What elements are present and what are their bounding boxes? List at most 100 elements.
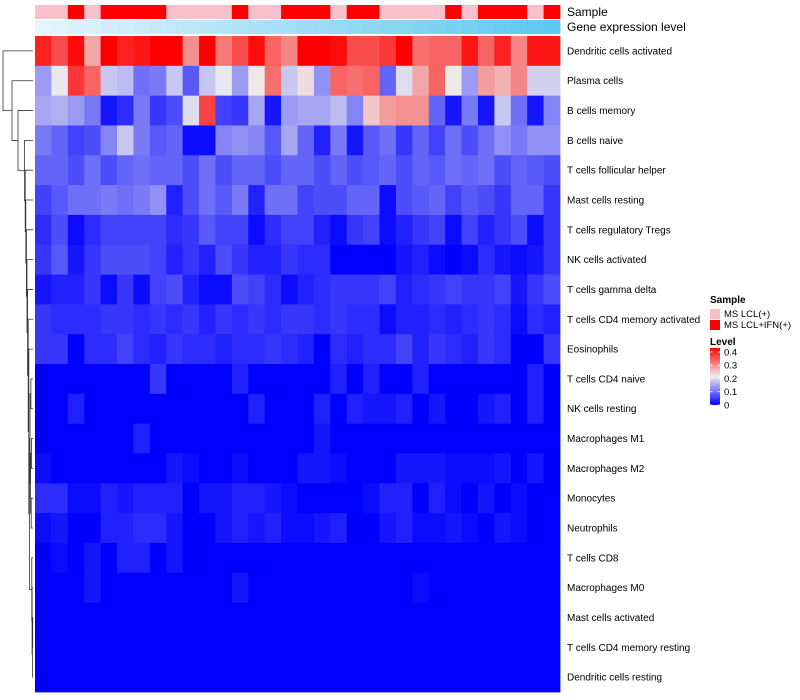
heatmap-cell (100, 423, 118, 454)
heatmap-cell (281, 214, 298, 246)
heatmap-cell (67, 364, 85, 395)
sample-annotation-cell (248, 5, 266, 19)
sample-annotation-cell (149, 5, 167, 19)
heatmap-cell (346, 65, 364, 97)
heatmap-cell (264, 393, 282, 425)
heatmap-cell (281, 95, 298, 126)
heatmap-cell (330, 36, 348, 67)
heatmap-cell (248, 155, 266, 186)
heatmap-cell (412, 155, 430, 186)
heatmap-cell (477, 304, 495, 335)
heatmap-cell (84, 125, 102, 156)
heatmap-cell (346, 453, 364, 484)
heatmap-cell (248, 95, 266, 126)
heatmap-cell (395, 65, 413, 97)
heatmap-cell (395, 632, 413, 663)
heatmap-cell (166, 214, 184, 246)
heatmap-cell (166, 334, 184, 365)
heatmap-cell (297, 185, 315, 216)
heatmap-cell (51, 334, 69, 365)
heatmap-cell (477, 572, 495, 603)
heatmap-cell (395, 125, 413, 156)
annotation-label-sample: Sample (567, 5, 608, 19)
row-label: Macrophages M0 (567, 583, 645, 594)
heatmap-cell (117, 244, 134, 275)
heatmap-cell (133, 65, 151, 97)
heatmap-cell (182, 602, 200, 633)
sample-annotation-cell (379, 5, 397, 19)
heatmap-cell (149, 393, 167, 425)
sample-annotation-cell (297, 5, 315, 19)
heatmap-cell (461, 214, 479, 246)
heatmap-cell (379, 334, 397, 365)
heatmap-cell (543, 423, 561, 454)
heatmap-cell (149, 542, 167, 574)
heatmap-cell (199, 244, 216, 275)
sample-annotation-cell (412, 5, 430, 19)
heatmap-cell (248, 393, 266, 425)
heatmap-cell (133, 36, 151, 67)
heatmap-cell (527, 95, 544, 126)
heatmap-cell (264, 334, 282, 365)
heatmap-cell (428, 185, 446, 216)
expression-annotation-cell (166, 20, 184, 34)
heatmap-cell (100, 244, 118, 275)
heatmap-cell (35, 334, 52, 365)
heatmap-cell (477, 274, 495, 305)
heatmap-cell (297, 125, 315, 156)
heatmap-cell (166, 393, 184, 425)
heatmap-cell (395, 393, 413, 425)
row-label: B cells memory (567, 106, 635, 117)
heatmap-cell (477, 542, 495, 574)
heatmap-cell (445, 244, 462, 275)
heatmap-cell (346, 36, 364, 67)
heatmap-cell (379, 513, 397, 544)
heatmap-cell (363, 304, 380, 335)
heatmap-cell (543, 36, 561, 67)
heatmap-cell (461, 155, 479, 186)
heatmap-cell (133, 244, 151, 275)
heatmap-cell (117, 95, 134, 126)
heatmap-cell (527, 393, 544, 425)
heatmap-cell (510, 364, 528, 395)
heatmap-cell (412, 602, 430, 633)
heatmap-cell (445, 393, 462, 425)
heatmap-cell (117, 214, 134, 246)
heatmap-cell (231, 334, 249, 365)
heatmap-cell (527, 274, 544, 305)
expression-annotation-cell (199, 20, 216, 34)
heatmap-cell (67, 244, 85, 275)
heatmap-cell (35, 632, 52, 663)
heatmap-cell (84, 155, 102, 186)
heatmap-cell (445, 304, 462, 335)
heatmap-cell (117, 125, 134, 156)
heatmap-cell (346, 304, 364, 335)
row-label: T cells regulatory Tregs (567, 225, 671, 236)
heatmap-cell (100, 453, 118, 484)
expression-annotation-cell (248, 20, 266, 34)
heatmap-cell (67, 214, 85, 246)
heatmap-cell (35, 244, 52, 275)
heatmap-cell (35, 393, 52, 425)
heatmap-cell (379, 185, 397, 216)
heatmap-cell (395, 155, 413, 186)
heatmap-cell (100, 662, 118, 693)
heatmap-cell (313, 662, 331, 693)
heatmap-cell (248, 513, 266, 544)
row-label: NK cells activated (567, 255, 646, 266)
heatmap-cell (510, 274, 528, 305)
heatmap-cell (477, 513, 495, 544)
heatmap-cell (117, 304, 134, 335)
heatmap-cell (543, 513, 561, 544)
heatmap-cell (67, 393, 85, 425)
heatmap-cell (379, 274, 397, 305)
heatmap-cell (51, 423, 69, 454)
heatmap-cell (445, 632, 462, 663)
heatmap-cell (231, 155, 249, 186)
heatmap-cell (51, 602, 69, 633)
heatmap-cell (117, 602, 134, 633)
sample-annotation-cell (395, 5, 413, 19)
heatmap-cell (494, 393, 512, 425)
heatmap-cell (84, 483, 102, 514)
sample-annotation-cell (363, 5, 380, 19)
